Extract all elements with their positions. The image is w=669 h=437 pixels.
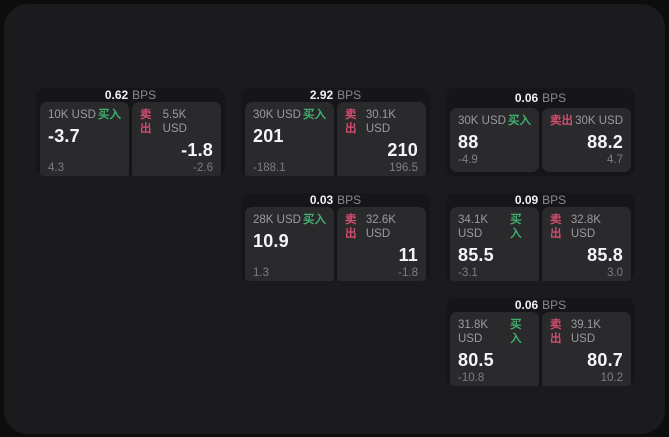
- sell-delta: 3.0: [607, 267, 623, 279]
- sell-amount: 30.1K USD: [365, 109, 396, 135]
- bps-header: 0.06 BPS: [446, 88, 635, 108]
- buy-label: 买入: [303, 109, 326, 121]
- sell-tile[interactable]: 卖出 32.6K USD 11 -1.8: [337, 207, 426, 281]
- sell-price: 88.2: [587, 132, 623, 152]
- sell-delta: -1.8: [398, 267, 418, 279]
- sell-tile[interactable]: 卖出 5.5K USD -1.8 -2.6: [132, 102, 221, 176]
- bps-value: 0.06: [514, 91, 539, 105]
- buy-label: 买入: [510, 319, 522, 345]
- buy-price: 88: [458, 132, 479, 152]
- buy-amount: 30K USD: [458, 115, 506, 127]
- bps-unit: BPS: [542, 193, 567, 207]
- buy-amount: 31.8K USD: [458, 319, 489, 345]
- bps-unit: BPS: [542, 91, 567, 105]
- buy-amount: 10K USD: [48, 109, 96, 121]
- bps-value: 0.09: [514, 193, 539, 207]
- sell-price: 85.8: [587, 245, 623, 265]
- app-panel: 0.62 BPS 10K USD 买入 -3.7 4.3 卖出 5.5K USD: [4, 4, 665, 434]
- sell-delta: 196.5: [389, 162, 418, 174]
- sell-price: 210: [387, 140, 418, 160]
- bps-header: 2.92 BPS: [241, 88, 430, 102]
- quote-card-5: 0.09 BPS 34.1K USD 买入 85.5 -3.1 卖出 32.8K…: [446, 193, 635, 281]
- buy-label: 买入: [98, 109, 121, 121]
- buy-delta: 4.3: [48, 162, 64, 174]
- sell-amount: 32.6K USD: [365, 214, 396, 240]
- sell-label: 卖出: [550, 319, 562, 345]
- bps-unit: BPS: [337, 193, 362, 207]
- sell-tile[interactable]: 卖出 30K USD 88.2 4.7: [542, 108, 631, 172]
- quote-card-grid: 0.62 BPS 10K USD 买入 -3.7 4.3 卖出 5.5K USD: [36, 88, 635, 386]
- buy-tile[interactable]: 31.8K USD 买入 80.5 -10.8: [450, 312, 539, 386]
- bps-value: 0.03: [309, 193, 334, 207]
- buy-price: 80.5: [458, 350, 494, 370]
- buy-amount: 34.1K USD: [458, 214, 489, 240]
- sell-price: 11: [398, 245, 418, 265]
- bps-unit: BPS: [337, 88, 362, 102]
- sell-label: 卖出: [140, 109, 152, 135]
- buy-tile[interactable]: 30K USD 买入 201 -188.1: [245, 102, 334, 176]
- bps-header: 0.62 BPS: [36, 88, 225, 102]
- sell-tile[interactable]: 卖出 30.1K USD 210 196.5: [337, 102, 426, 176]
- quote-card-4: 0.03 BPS 28K USD 买入 10.9 1.3 卖出 32.6K US…: [241, 193, 430, 281]
- sell-label: 卖出: [345, 109, 357, 135]
- buy-price: 201: [253, 126, 284, 146]
- buy-price: -3.7: [48, 126, 80, 146]
- buy-delta: -4.9: [458, 154, 478, 166]
- buy-amount: 30K USD: [253, 109, 301, 121]
- buy-label: 买入: [303, 214, 326, 226]
- bps-value: 0.06: [514, 298, 539, 312]
- sell-tile[interactable]: 卖出 32.8K USD 85.8 3.0: [542, 207, 631, 281]
- buy-tile[interactable]: 34.1K USD 买入 85.5 -3.1: [450, 207, 539, 281]
- sell-tile[interactable]: 卖出 39.1K USD 80.7 10.2: [542, 312, 631, 386]
- bps-header: 0.09 BPS: [446, 193, 635, 207]
- bps-header: 0.03 BPS: [241, 193, 430, 207]
- quote-card-2: 2.92 BPS 30K USD 买入 201 -188.1 卖出 30.1K …: [241, 88, 430, 176]
- quote-card-6: 0.06 BPS 31.8K USD 买入 80.5 -10.8 卖出 39.1…: [446, 298, 635, 386]
- bps-value: 2.92: [309, 88, 334, 102]
- sell-amount: 30K USD: [575, 115, 623, 127]
- buy-delta: 1.3: [253, 267, 269, 279]
- sell-price: -1.8: [181, 140, 213, 160]
- buy-tile[interactable]: 10K USD 买入 -3.7 4.3: [40, 102, 129, 176]
- sell-delta: 10.2: [600, 372, 623, 384]
- sell-amount: 39.1K USD: [570, 319, 601, 345]
- buy-price: 85.5: [458, 245, 494, 265]
- quote-card-3: 0.06 BPS 30K USD 买入 88 -4.9 卖出 30K USD: [446, 88, 635, 176]
- sell-amount: 5.5K USD: [162, 109, 187, 135]
- buy-delta: -3.1: [458, 267, 478, 279]
- bps-unit: BPS: [132, 88, 157, 102]
- buy-price: 10.9: [253, 231, 289, 251]
- buy-tile[interactable]: 30K USD 买入 88 -4.9: [450, 108, 539, 172]
- sell-label: 卖出: [550, 214, 562, 240]
- sell-delta: 4.7: [607, 154, 623, 166]
- quote-card-1: 0.62 BPS 10K USD 买入 -3.7 4.3 卖出 5.5K USD: [36, 88, 225, 176]
- buy-delta: -188.1: [253, 162, 286, 174]
- sell-delta: -2.6: [193, 162, 213, 174]
- buy-delta: -10.8: [458, 372, 485, 384]
- sell-amount: 32.8K USD: [570, 214, 601, 240]
- buy-label: 买入: [510, 214, 522, 240]
- sell-label: 卖出: [345, 214, 357, 240]
- bps-header: 0.06 BPS: [446, 298, 635, 312]
- sell-price: 80.7: [587, 350, 623, 370]
- bps-unit: BPS: [542, 298, 567, 312]
- bps-value: 0.62: [104, 88, 129, 102]
- sell-label: 卖出: [550, 115, 573, 127]
- buy-tile[interactable]: 28K USD 买入 10.9 1.3: [245, 207, 334, 281]
- buy-amount: 28K USD: [253, 214, 301, 226]
- buy-label: 买入: [508, 115, 531, 127]
